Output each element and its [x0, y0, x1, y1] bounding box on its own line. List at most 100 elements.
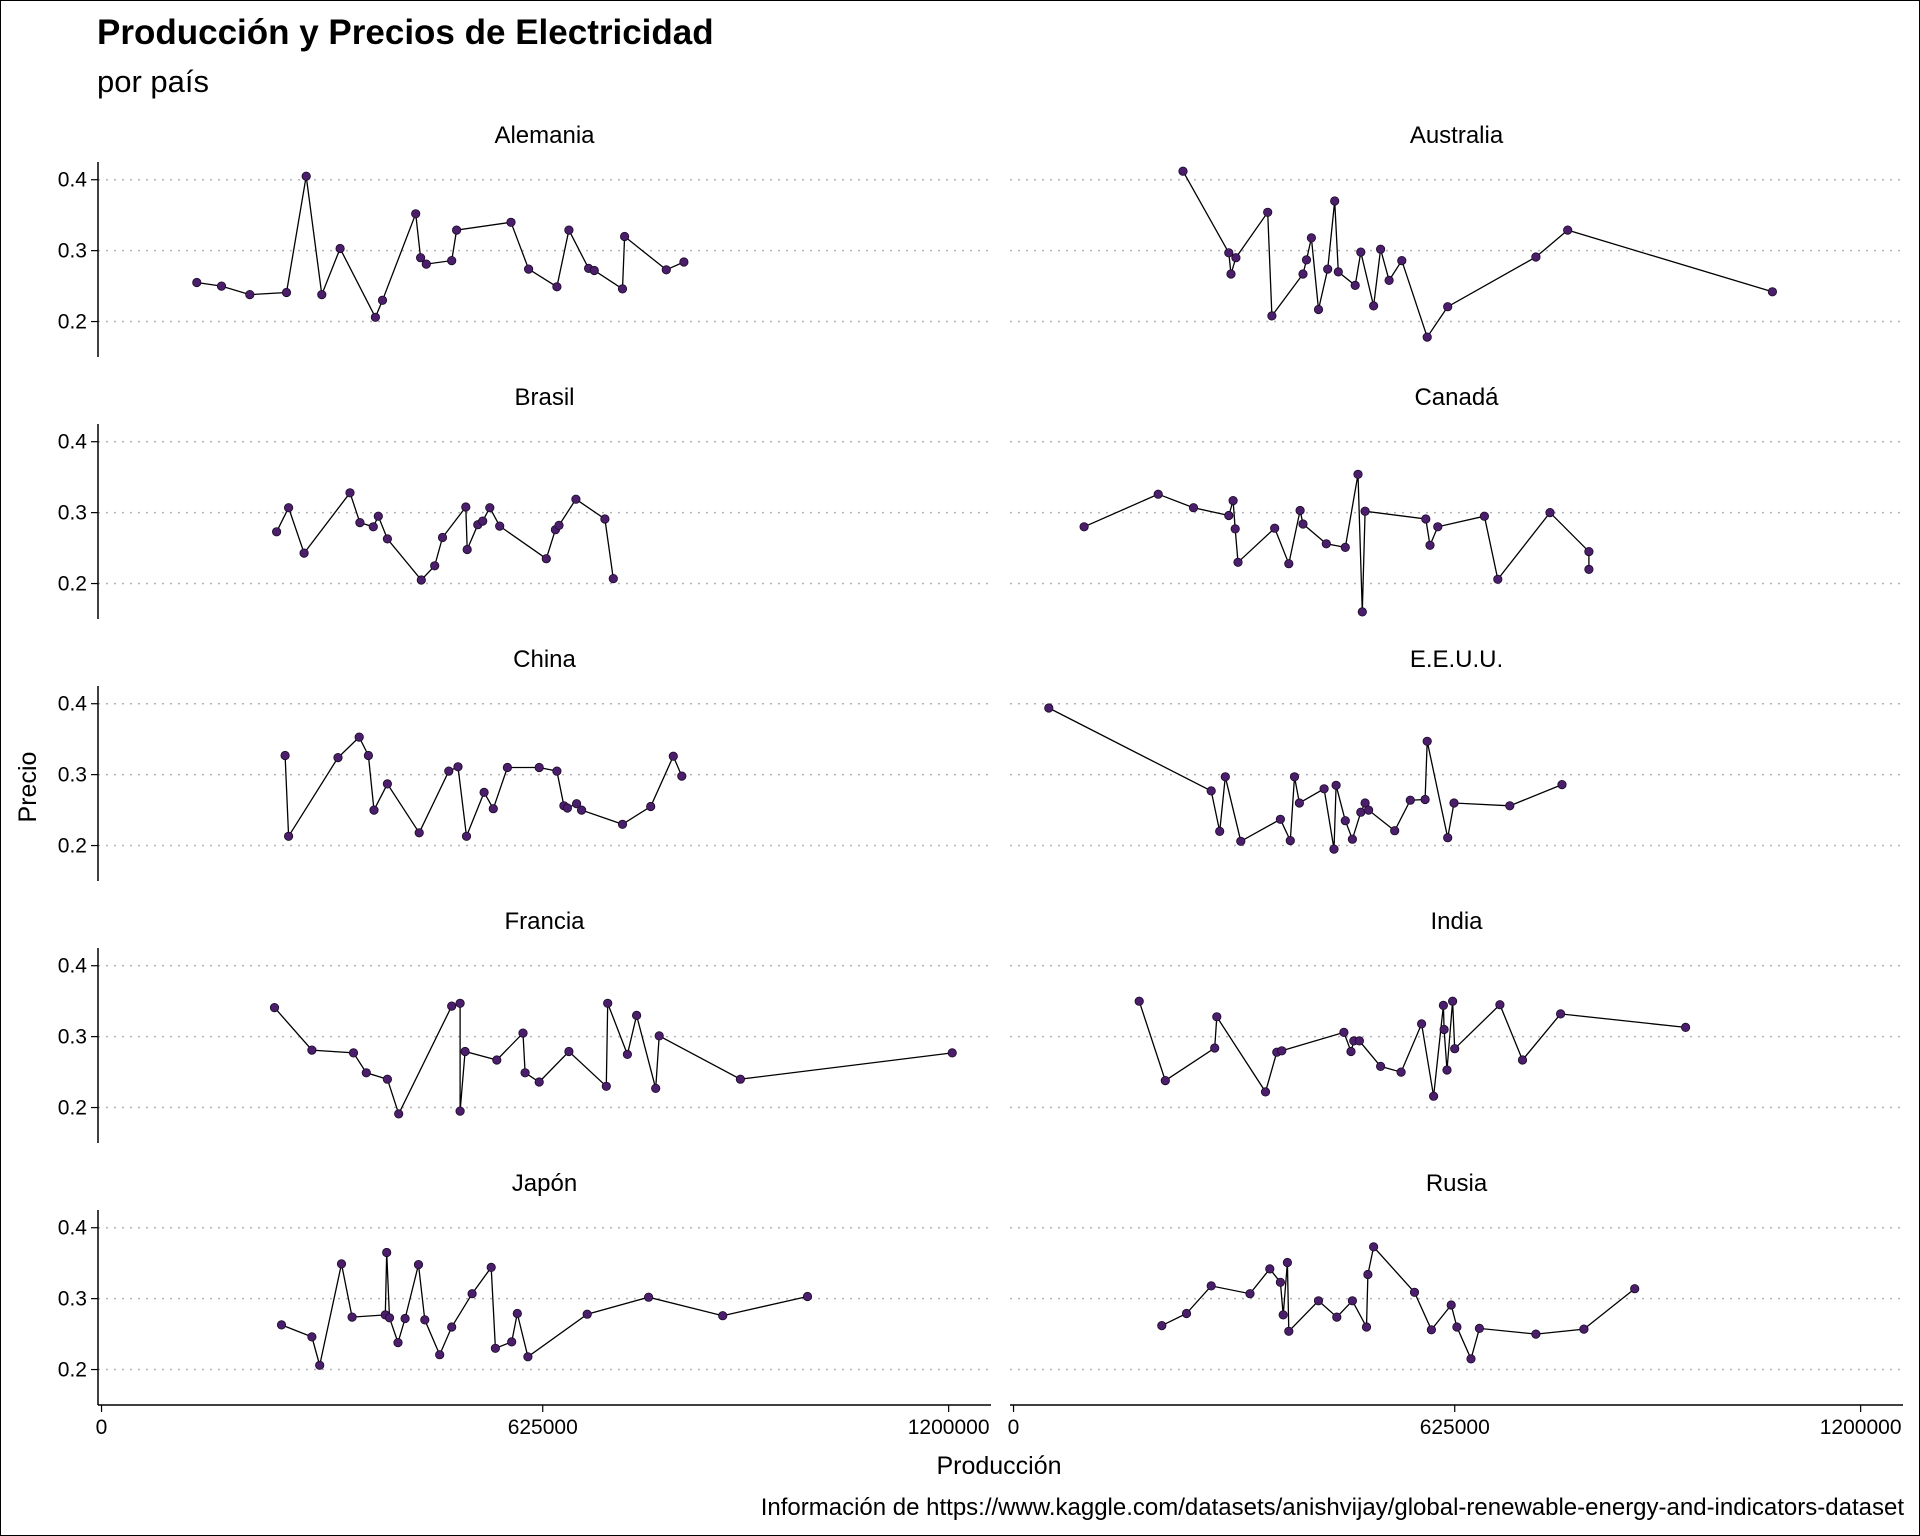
data-point: [1466, 1354, 1476, 1364]
data-point: [488, 804, 498, 814]
x-tick-label: 625000: [1420, 1416, 1490, 1439]
data-point: [1443, 302, 1453, 312]
facet-panel: E.E.U.U.: [1010, 646, 1903, 854]
data-point: [269, 1002, 280, 1013]
x-tick-label: 0: [96, 1416, 108, 1439]
data-point: [1267, 311, 1277, 321]
data-point: [1224, 248, 1234, 258]
data-point: [562, 803, 573, 813]
facet-strip-label: E.E.U.U.: [1410, 646, 1503, 673]
data-point: [490, 1343, 500, 1353]
data-point: [1579, 1324, 1589, 1334]
data-point: [564, 1046, 574, 1057]
y-tick-label: 0.4: [58, 955, 88, 978]
data-point: [1332, 1312, 1342, 1322]
data-point: [1409, 1287, 1420, 1297]
data-point: [435, 1350, 445, 1360]
data-point: [1493, 574, 1503, 584]
data-point: [479, 787, 489, 798]
data-point: [1231, 253, 1241, 263]
y-tick-label: 0.2: [58, 835, 87, 858]
facet-strip-label: Brasil: [514, 384, 574, 411]
data-point: [507, 1337, 517, 1347]
data-point: [1079, 522, 1089, 532]
data-point: [1245, 1289, 1255, 1299]
data-point: [486, 1262, 496, 1273]
y-tick-label: 0.2: [58, 311, 87, 334]
data-point: [1681, 1022, 1691, 1033]
chart-subtitle: por país: [97, 64, 209, 99]
data-point: [1277, 1046, 1287, 1056]
data-point: [393, 1338, 403, 1348]
data-point: [1333, 267, 1343, 277]
data-point: [520, 1068, 530, 1078]
data-point: [1233, 557, 1243, 567]
data-point: [478, 516, 488, 526]
facet-panel: India: [1010, 908, 1903, 1109]
data-point: [1230, 524, 1240, 534]
data-point: [1563, 225, 1573, 235]
data-point: [552, 766, 562, 776]
series-line: [1161, 1245, 1636, 1361]
data-point: [1361, 1322, 1372, 1332]
data-point: [1545, 507, 1555, 518]
data-point: [1364, 805, 1374, 815]
data-point: [1450, 1044, 1460, 1054]
data-point: [1369, 1242, 1379, 1252]
data-point: [492, 1055, 502, 1065]
data-point: [1178, 166, 1188, 176]
y-tick-label: 0.3: [58, 1288, 87, 1311]
data-point: [461, 502, 471, 512]
chart-title: Producción y Precios de Electricidad: [97, 13, 714, 52]
facet-panel: Rusia 0 625000 1200000: [1008, 1170, 1903, 1439]
data-point: [455, 1106, 465, 1116]
data-point: [1210, 1043, 1220, 1053]
data-point: [1331, 780, 1341, 790]
data-point: [589, 265, 599, 276]
data-point: [582, 1309, 592, 1319]
data-point: [1313, 1296, 1324, 1306]
data-point: [1417, 1019, 1427, 1029]
data-point: [1346, 1046, 1356, 1057]
data-point: [1433, 522, 1443, 532]
data-point: [1517, 1055, 1528, 1065]
data-point: [1357, 607, 1367, 617]
data-point: [1448, 996, 1458, 1006]
data-point: [447, 255, 457, 266]
data-point: [571, 494, 581, 504]
data-point: [661, 265, 671, 275]
facet-panel: China 0.2 0.3 0.4: [58, 646, 991, 881]
data-point: [1265, 1264, 1275, 1274]
data-point: [1340, 816, 1350, 826]
y-tick-label: 0.4: [58, 1217, 88, 1240]
data-point: [1206, 1281, 1216, 1291]
data-point: [1284, 559, 1294, 569]
data-point: [299, 548, 309, 558]
data-point: [1363, 1269, 1373, 1280]
data-point: [1298, 519, 1308, 529]
data-point: [345, 488, 355, 498]
data-point: [1212, 1012, 1222, 1022]
data-point: [1422, 736, 1432, 746]
data-point: [413, 1260, 424, 1270]
facet-strip-label: Japón: [512, 1170, 577, 1197]
data-point: [608, 573, 618, 584]
data-point: [512, 1308, 522, 1319]
series-line: [274, 1002, 953, 1116]
data-point: [415, 253, 426, 263]
data-point: [1443, 833, 1453, 843]
data-point: [1224, 510, 1234, 521]
data-point: [276, 1320, 287, 1330]
y-tick-label: 0.2: [58, 573, 87, 596]
data-point: [651, 1083, 661, 1094]
data-point: [1531, 1329, 1541, 1339]
y-axis-title: Precio: [14, 752, 42, 823]
data-point: [564, 225, 574, 235]
data-point: [600, 514, 610, 524]
data-point: [369, 805, 379, 815]
data-point: [523, 264, 534, 274]
data-point: [348, 1048, 359, 1058]
data-point: [617, 284, 628, 294]
data-point: [461, 831, 472, 841]
data-point: [534, 762, 544, 773]
